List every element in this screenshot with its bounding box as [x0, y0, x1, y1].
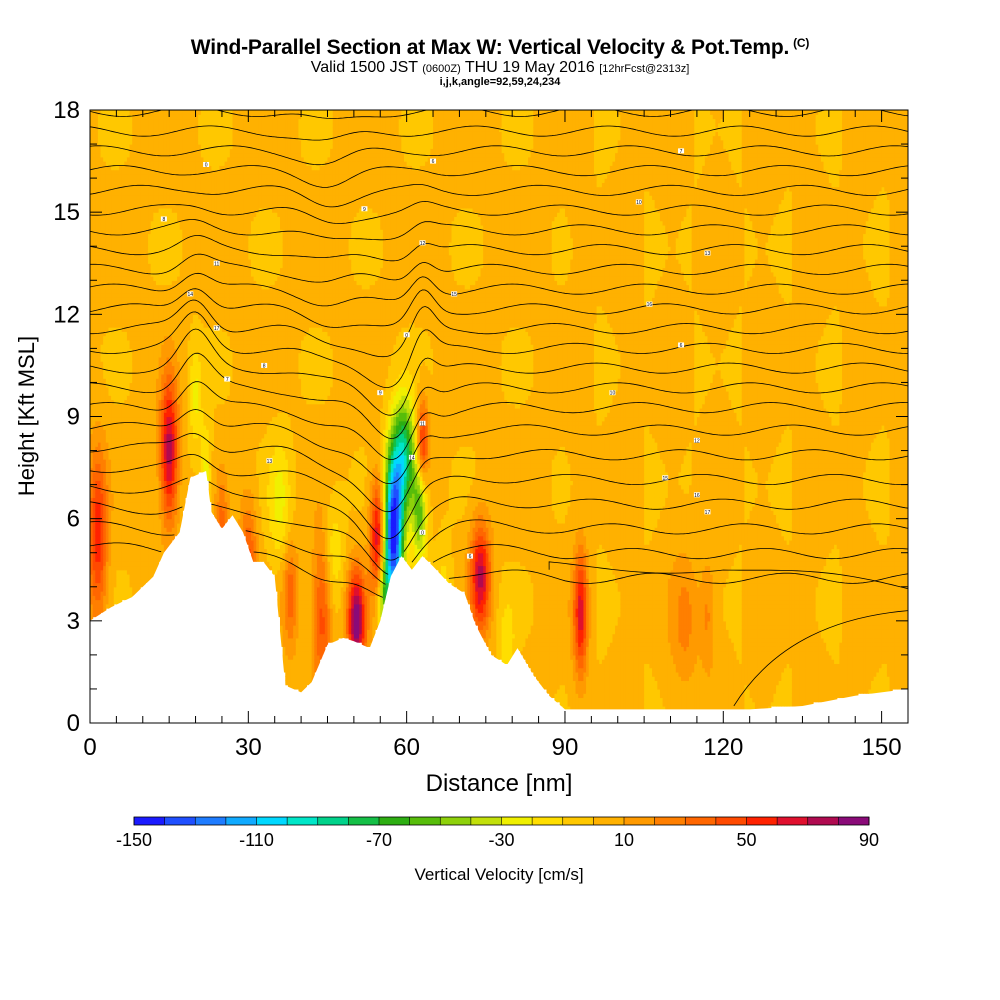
field-cell	[180, 510, 183, 515]
field-cell	[185, 485, 188, 490]
field-cell	[182, 497, 185, 502]
field-cell	[177, 527, 180, 532]
